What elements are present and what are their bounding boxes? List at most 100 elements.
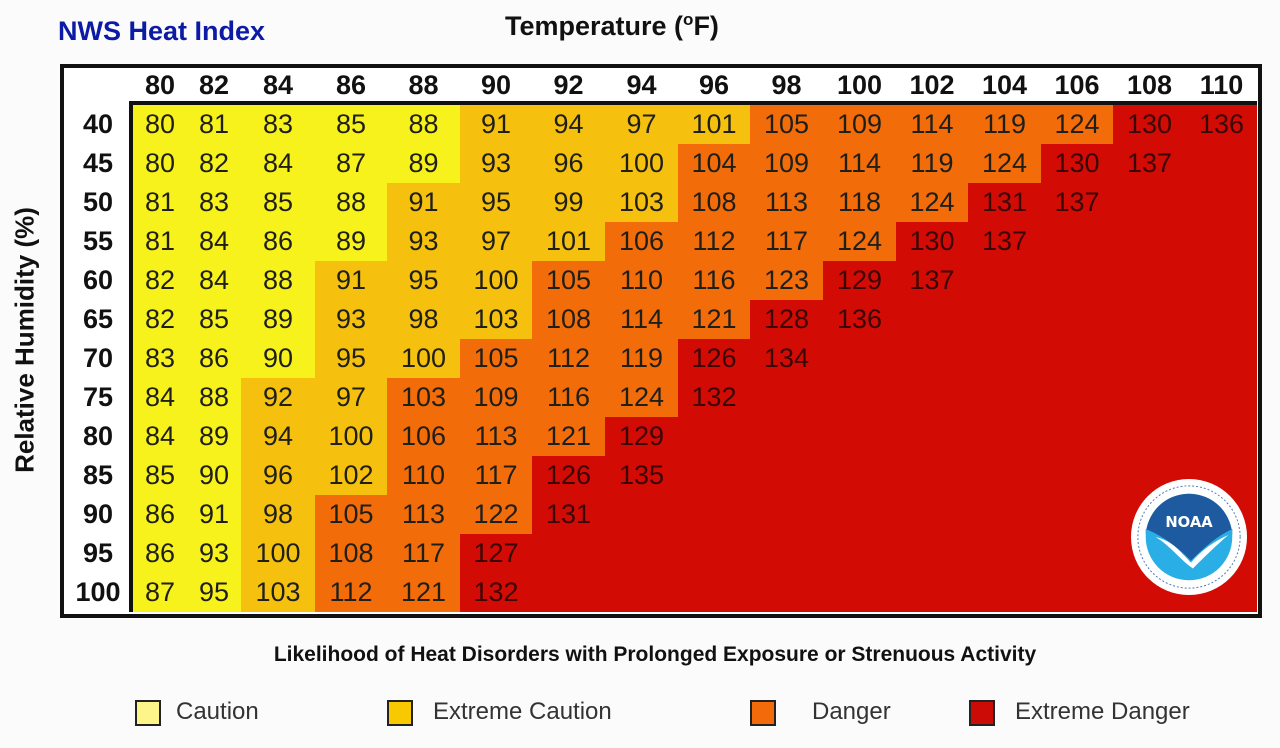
y-axis-label: Relative Humidity (%) [9,207,40,473]
heat-cell-85-104 [968,456,1041,495]
heat-cell-75-86: 97 [315,378,387,417]
heat-cell-100-80: 87 [133,573,187,612]
column-label-80: 80 [144,69,176,100]
heat-cell-80-80: 84 [133,417,187,456]
heat-cell-80-96 [678,417,750,456]
heat-cell-50-104: 131 [968,183,1041,222]
heat-cell-55-88: 93 [387,222,460,261]
row-label-70: 70 [82,343,114,373]
heat-cell-95-104 [968,534,1041,573]
heat-cell-80-92: 121 [532,417,605,456]
logo-text: NOAA [1165,514,1213,531]
heat-cell-100-82: 95 [187,573,241,612]
heat-cell-100-86: 112 [315,573,387,612]
heat-cell-80-90: 113 [460,417,532,456]
heat-cell-65-100: 136 [823,300,896,339]
heat-cell-45-92: 96 [532,144,605,183]
heat-cell-45-82: 82 [187,144,241,183]
heat-cell-85-84: 96 [241,456,315,495]
heat-cell-90-90: 122 [460,495,532,534]
heat-cell-85-94: 135 [605,456,678,495]
heat-cell-65-92: 108 [532,300,605,339]
heat-cell-70-100 [823,339,896,378]
heat-cell-50-82: 83 [187,183,241,222]
heat-cell-75-84: 92 [241,378,315,417]
heat-cell-45-96: 104 [678,144,750,183]
heat-cell-40-92: 94 [532,105,605,144]
heat-cell-60-92: 105 [532,261,605,300]
heat-cell-60-110 [1186,261,1257,300]
row-label-55: 55 [82,226,114,256]
heat-cell-60-106 [1041,261,1113,300]
heat-cell-60-100: 129 [823,261,896,300]
heat-cell-80-100 [823,417,896,456]
heat-cell-65-98: 128 [750,300,823,339]
row-label-65: 65 [82,304,114,334]
heat-cell-90-104 [968,495,1041,534]
heat-index-grid: 80 81 83 85 88 91 94 97 101 105 109 114 119 124 130 136… [133,105,1257,612]
heat-cell-75-108 [1113,378,1186,417]
column-label-90: 90 [480,69,512,100]
heat-cell-65-94: 114 [605,300,678,339]
heat-cell-50-100: 118 [823,183,896,222]
heat-cell-45-94: 100 [605,144,678,183]
row-label-85: 85 [82,460,114,490]
heat-cell-65-106 [1041,300,1113,339]
heat-cell-75-88: 103 [387,378,460,417]
row-header-divider [129,101,133,612]
heat-cell-45-86: 87 [315,144,387,183]
heat-cell-85-92: 126 [532,456,605,495]
heat-cell-65-110 [1186,300,1257,339]
heat-cell-90-88: 113 [387,495,460,534]
row-label-75: 75 [82,382,114,412]
heat-cell-95-82: 93 [187,534,241,573]
heat-cell-55-80: 81 [133,222,187,261]
heat-cell-95-90: 127 [460,534,532,573]
heat-cell-55-98: 117 [750,222,823,261]
heat-cell-85-96 [678,456,750,495]
column-label-110: 110 [1199,69,1244,100]
heat-cell-55-110 [1186,222,1257,261]
heat-cell-65-86: 93 [315,300,387,339]
heat-cell-45-104: 124 [968,144,1041,183]
heat-cell-65-84: 89 [241,300,315,339]
heat-cell-60-94: 110 [605,261,678,300]
row-label-100: 100 [75,577,121,607]
heat-cell-95-106 [1041,534,1113,573]
heat-cell-50-88: 91 [387,183,460,222]
row-label-95: 95 [82,538,114,568]
heat-cell-90-100 [823,495,896,534]
heat-cell-65-96: 121 [678,300,750,339]
heat-cell-70-86: 95 [315,339,387,378]
heat-cell-65-108 [1113,300,1186,339]
heat-cell-45-106: 130 [1041,144,1113,183]
heat-cell-90-94 [605,495,678,534]
heat-cell-40-94: 97 [605,105,678,144]
heat-cell-50-80: 81 [133,183,187,222]
heat-cell-65-80: 82 [133,300,187,339]
heat-cell-80-102 [896,417,968,456]
heat-cell-100-84: 103 [241,573,315,612]
heat-cell-80-108 [1113,417,1186,456]
heat-cell-70-92: 112 [532,339,605,378]
heat-cell-65-88: 98 [387,300,460,339]
heat-cell-45-84: 84 [241,144,315,183]
column-label-104: 104 [981,69,1028,100]
heat-cell-40-96: 101 [678,105,750,144]
heat-cell-85-98 [750,456,823,495]
legend-swatch-danger [750,700,776,726]
column-label-106: 106 [1054,69,1100,100]
heat-cell-95-94 [605,534,678,573]
heat-cell-90-102 [896,495,968,534]
legend-swatch-extreme-caution [387,700,413,726]
heat-cell-55-84: 86 [241,222,315,261]
heat-cell-40-84: 83 [241,105,315,144]
heat-cell-45-102: 119 [896,144,968,183]
heat-cell-50-98: 113 [750,183,823,222]
heat-cell-90-92: 131 [532,495,605,534]
heat-cell-40-102: 114 [896,105,968,144]
heat-cell-45-90: 93 [460,144,532,183]
heat-cell-45-80: 80 [133,144,187,183]
heat-cell-60-108 [1113,261,1186,300]
heat-cell-40-88: 88 [387,105,460,144]
